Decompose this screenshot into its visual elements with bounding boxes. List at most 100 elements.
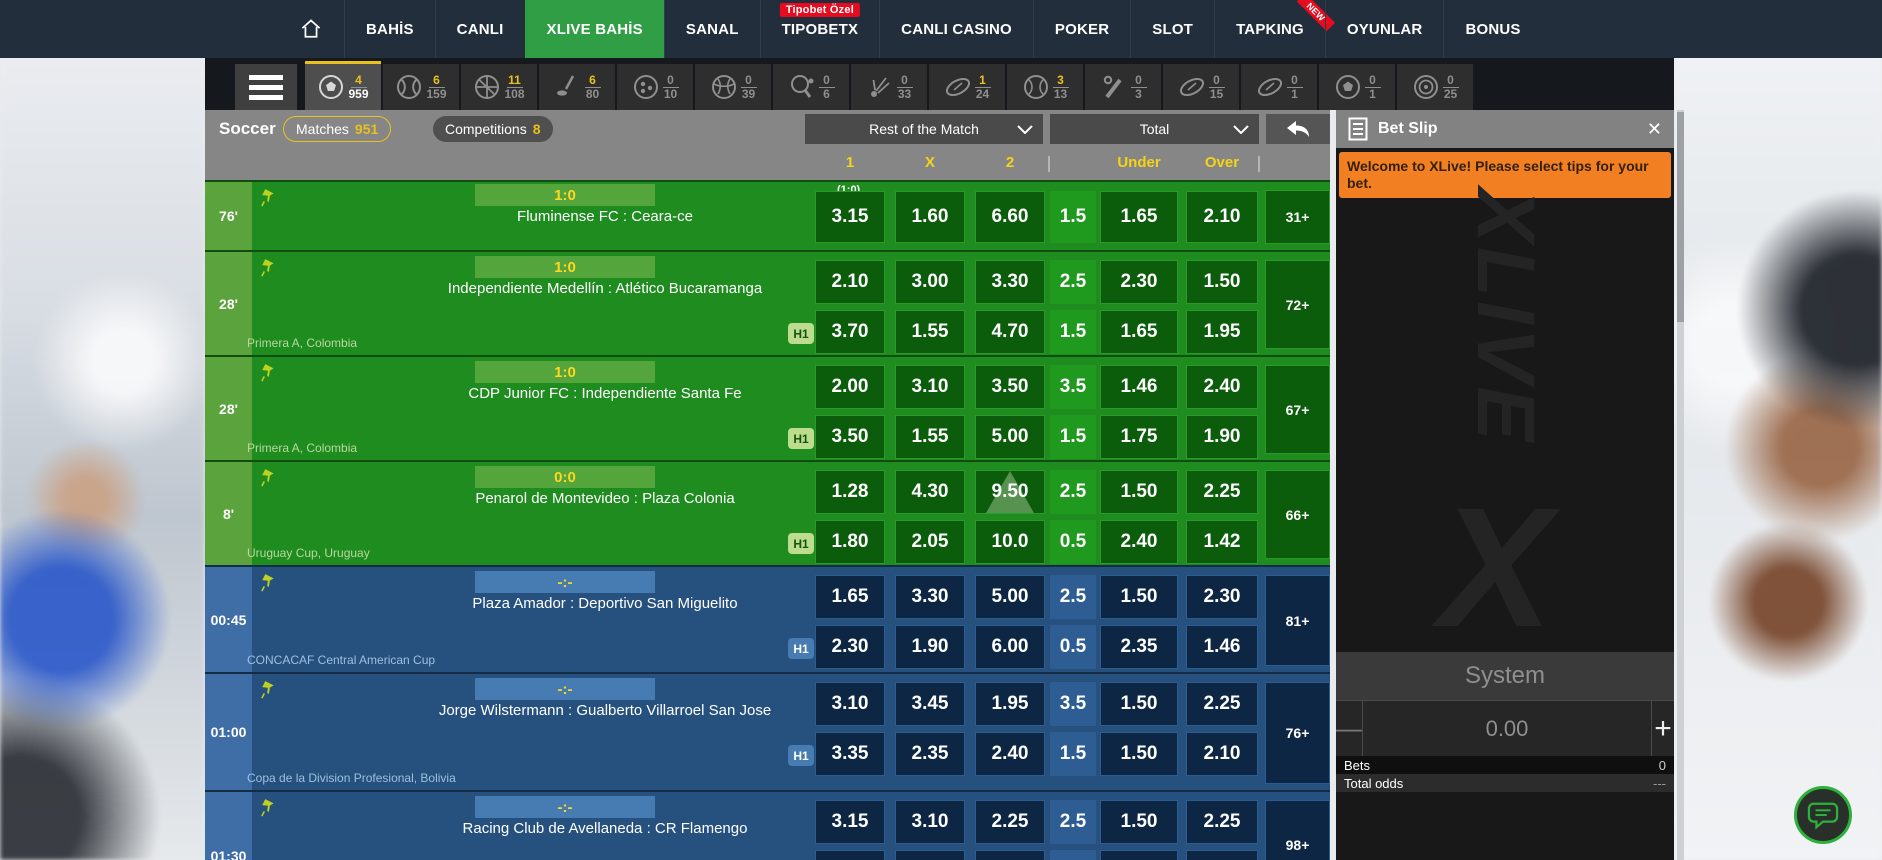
more-markets-button[interactable]: 81+: [1265, 575, 1330, 666]
odds-cell-x[interactable]: 1.55: [895, 415, 965, 459]
odds-cell-over[interactable]: 2.40: [1186, 365, 1258, 409]
live-chat-button[interactable]: [1794, 786, 1852, 844]
competitions-filter-button[interactable]: Competitions 8: [433, 116, 553, 142]
scrollbar-thumb[interactable]: [1677, 112, 1684, 322]
nav-item-poker[interactable]: POKER: [1032, 0, 1130, 58]
match-teams[interactable]: Jorge Wilstermann : Gualberto Villarroel…: [438, 702, 772, 719]
sport-tab-basketball[interactable]: 11 108: [461, 64, 537, 110]
total-line-cell[interactable]: 0.5: [1050, 850, 1096, 860]
odds-cell-1[interactable]: 3.15: [815, 191, 885, 243]
market1-dropdown[interactable]: Rest of the Match: [805, 114, 1043, 144]
match-row[interactable]: 00:45 -:- Plaza Amador : Deportivo San Mig…: [205, 565, 1330, 672]
odds-cell-1[interactable]: 1.65: [815, 575, 885, 619]
nav-item-canli[interactable]: CANLI: [434, 0, 525, 58]
total-line-cell[interactable]: 2.5: [1050, 260, 1096, 304]
odds-cell-2[interactable]: 4.70: [975, 310, 1045, 354]
odds-cell-under[interactable]: 1.46: [1100, 365, 1178, 409]
match-row[interactable]: 01:30 -:- Racing Club de Avellaneda : CR F…: [205, 790, 1330, 860]
odds-cell-over[interactable]: 2.25: [1186, 800, 1258, 844]
pin-favorite-button[interactable]: [256, 186, 279, 212]
sport-tab-soccer[interactable]: 4 959: [305, 61, 381, 110]
odds-cell-1[interactable]: 1.80: [815, 520, 885, 564]
odds-cell-x[interactable]: 3.10: [895, 365, 965, 409]
odds-cell-under[interactable]: 1.50: [1100, 800, 1178, 844]
nav-item-tapking[interactable]: TAPKING NEW: [1214, 0, 1336, 58]
match-row[interactable]: 76' 1:0 (1:0) Fluminense FC : Ceara-ce 3.15 1…: [205, 180, 1330, 250]
back-button[interactable]: [1266, 114, 1330, 144]
nav-item-bonus[interactable]: BONUS: [1443, 0, 1541, 58]
sport-tab-darts[interactable]: 0 25: [1397, 64, 1473, 110]
sport-tab-badminton[interactable]: 0 33: [851, 64, 927, 110]
odds-cell-2[interactable]: 10.0: [975, 520, 1045, 564]
stake-increase-button[interactable]: +: [1651, 701, 1674, 756]
nav-item-sanal[interactable]: SANAL: [663, 0, 760, 58]
pin-favorite-button[interactable]: [256, 466, 279, 492]
match-teams[interactable]: Racing Club de Avellaneda : CR Flamengo: [462, 820, 748, 837]
odds-cell-x[interactable]: 4.30: [895, 470, 965, 514]
odds-cell-over[interactable]: 1.46: [1186, 625, 1258, 669]
total-line-cell[interactable]: 3.5: [1050, 365, 1096, 409]
odds-cell-over[interactable]: 2.30: [1186, 575, 1258, 619]
odds-cell-over[interactable]: 2.25: [1186, 470, 1258, 514]
pin-favorite-button[interactable]: [256, 796, 279, 822]
odds-cell-2[interactable]: 9.50: [975, 470, 1045, 514]
odds-cell-over[interactable]: 2.10: [1186, 191, 1258, 243]
odds-cell-2[interactable]: 2.90: [975, 850, 1045, 860]
odds-cell-1[interactable]: 3.50: [815, 415, 885, 459]
matches-filter-button[interactable]: Matches 951: [283, 116, 392, 142]
odds-cell-x[interactable]: 3.00: [895, 260, 965, 304]
nav-item-canli-casino[interactable]: CANLI CASINO: [879, 0, 1033, 58]
pin-favorite-button[interactable]: [256, 571, 279, 597]
menu-hamburger-button[interactable]: [235, 64, 297, 110]
odds-cell-1[interactable]: 2.00: [815, 365, 885, 409]
more-markets-button[interactable]: 98+: [1265, 800, 1330, 860]
odds-cell-under[interactable]: 2.40: [1100, 850, 1178, 860]
odds-cell-x[interactable]: 1.55: [895, 310, 965, 354]
odds-cell-2[interactable]: 3.50: [975, 365, 1045, 409]
odds-cell-over[interactable]: 1.46: [1186, 850, 1258, 860]
odds-cell-1[interactable]: 3.90: [815, 850, 885, 860]
odds-cell-2[interactable]: 5.00: [975, 575, 1045, 619]
match-teams[interactable]: Fluminense FC : Ceara-ce: [517, 208, 693, 225]
total-line-cell[interactable]: 1.5: [1050, 415, 1096, 459]
odds-cell-1[interactable]: 3.70: [815, 310, 885, 354]
odds-cell-under[interactable]: 1.65: [1100, 191, 1178, 243]
betslip-scrollbar[interactable]: [1677, 110, 1684, 860]
sport-tab-handball[interactable]: 0 10: [617, 64, 693, 110]
odds-cell-1[interactable]: 1.28: [815, 470, 885, 514]
odds-cell-2[interactable]: 2.40: [975, 732, 1045, 776]
odds-cell-2[interactable]: 2.25: [975, 800, 1045, 844]
nav-item-slot[interactable]: SLOT: [1130, 0, 1214, 58]
match-row[interactable]: 8' 0:0 Penarol de Montevideo : Plaza Colon…: [205, 460, 1330, 565]
match-teams[interactable]: CDP Junior FC : Independiente Santa Fe: [468, 385, 742, 402]
nav-item-xlive-bahi-s[interactable]: XLIVE BAHİS: [524, 0, 664, 58]
odds-cell-2[interactable]: 3.30: [975, 260, 1045, 304]
odds-cell-2[interactable]: 1.95: [975, 682, 1045, 726]
more-markets-button[interactable]: 31+: [1265, 190, 1330, 244]
odds-cell-under[interactable]: 1.50: [1100, 732, 1178, 776]
odds-cell-over[interactable]: 1.95: [1186, 310, 1258, 354]
odds-cell-x[interactable]: 3.10: [895, 800, 965, 844]
sport-tab-rugby[interactable]: 0 15: [1163, 64, 1239, 110]
match-row[interactable]: 28' 1:0 Independiente Medellín : Atlético …: [205, 250, 1330, 355]
match-row[interactable]: 28' 1:0 CDP Junior FC : Independiente Sant…: [205, 355, 1330, 460]
nav-item-oyunlar[interactable]: OYUNLAR: [1324, 0, 1444, 58]
odds-cell-1[interactable]: 3.10: [815, 682, 885, 726]
odds-cell-x[interactable]: 2.35: [895, 732, 965, 776]
odds-cell-under[interactable]: 2.30: [1100, 260, 1178, 304]
match-row[interactable]: 01:00 -:- Jorge Wilstermann : Gualberto Vi…: [205, 672, 1330, 790]
odds-cell-1[interactable]: 3.35: [815, 732, 885, 776]
odds-cell-over[interactable]: 2.10: [1186, 732, 1258, 776]
total-line-cell[interactable]: 1.5: [1050, 191, 1096, 243]
total-line-cell[interactable]: 2.5: [1050, 470, 1096, 514]
odds-cell-under[interactable]: 1.75: [1100, 415, 1178, 459]
odds-cell-1[interactable]: 3.15: [815, 800, 885, 844]
sport-tab-american-football[interactable]: 1 24: [929, 64, 1005, 110]
total-line-cell[interactable]: 2.5: [1050, 575, 1096, 619]
odds-cell-x[interactable]: 3.45: [895, 682, 965, 726]
odds-cell-2[interactable]: 5.00: [975, 415, 1045, 459]
odds-cell-under[interactable]: 1.50: [1100, 682, 1178, 726]
